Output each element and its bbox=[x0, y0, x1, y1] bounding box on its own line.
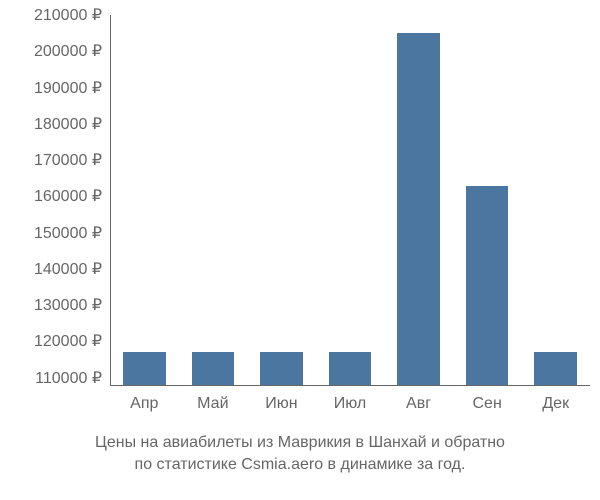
chart-caption: Цены на авиабилеты из Маврикия в Шанхай … bbox=[0, 432, 600, 475]
x-tick-label: Авг bbox=[406, 395, 431, 413]
bar bbox=[329, 352, 372, 385]
x-tick-label: Апр bbox=[130, 395, 158, 413]
bar bbox=[466, 186, 509, 386]
y-tick-label: 110000 ₽ bbox=[35, 368, 102, 388]
bar bbox=[192, 352, 235, 385]
y-tick-label: 140000 ₽ bbox=[34, 259, 102, 279]
x-axis-line bbox=[110, 385, 590, 386]
price-bar-chart: 110000 ₽ 120000 ₽ 130000 ₽ 140000 ₽ 150000 ₽… bbox=[0, 0, 600, 500]
plot-area: 110000 ₽120000 ₽130000 ₽140000 ₽150000 ₽… bbox=[110, 15, 590, 385]
y-tick-label: 190000 ₽ bbox=[34, 78, 102, 98]
y-tick-label: 150000 ₽ bbox=[34, 223, 102, 243]
x-tick-label: Июл bbox=[334, 395, 366, 413]
y-tick-label: 200000 ₽ bbox=[34, 41, 102, 61]
bar bbox=[123, 352, 166, 385]
x-tick-label: Июн bbox=[265, 395, 297, 413]
x-tick-label: Дек bbox=[542, 395, 569, 413]
x-tick-label: Май bbox=[197, 395, 228, 413]
y-tick-label: 160000 ₽ bbox=[34, 186, 102, 206]
bar bbox=[397, 33, 440, 385]
y-tick-label: 170000 ₽ bbox=[34, 150, 102, 170]
y-axis-line bbox=[110, 15, 111, 385]
x-tick-label: Сен bbox=[472, 395, 501, 413]
y-tick-label: 180000 ₽ bbox=[34, 114, 102, 134]
y-tick-label: 210000 ₽ bbox=[34, 5, 102, 25]
bar bbox=[260, 352, 303, 385]
y-tick-label: 130000 ₽ bbox=[34, 295, 102, 315]
y-tick-label: 120000 ₽ bbox=[34, 331, 102, 351]
bar bbox=[534, 352, 577, 385]
